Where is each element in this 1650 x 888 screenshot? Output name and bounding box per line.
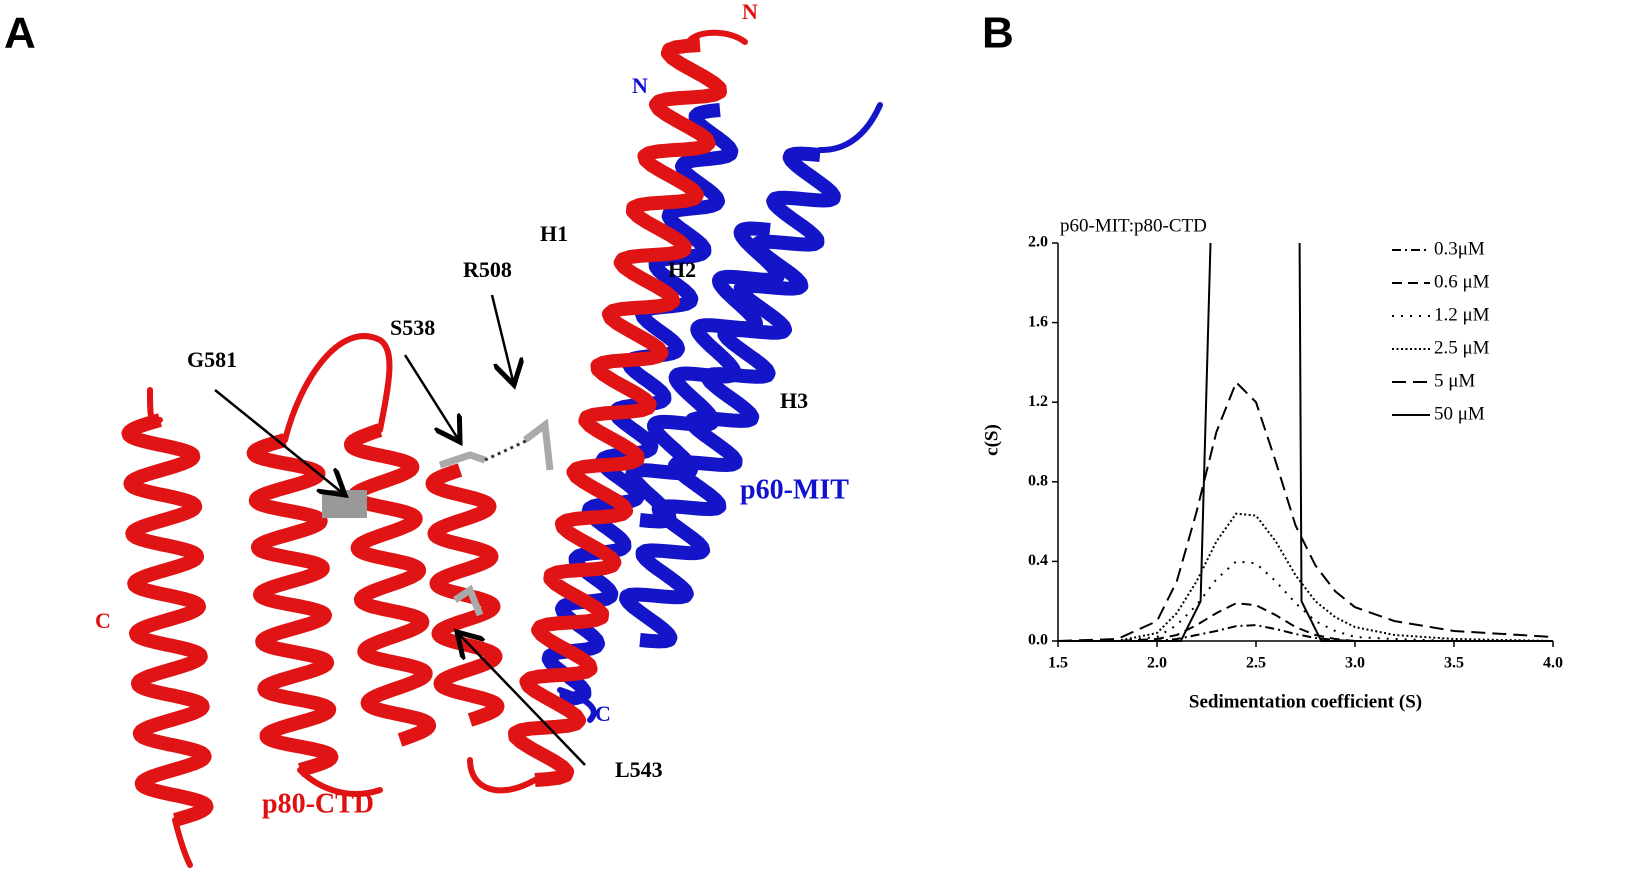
y-tick-label: 0.4 — [1028, 552, 1048, 569]
helix-label: H2 — [668, 257, 696, 282]
loop — [297, 767, 383, 797]
legend-label: 50 μM — [1434, 403, 1485, 424]
protein-label: p80-CTD — [262, 788, 374, 819]
residue-label: R508 — [463, 257, 512, 282]
helix-label: H3 — [780, 388, 808, 413]
helix — [246, 433, 339, 777]
panel-label: B — [982, 9, 1014, 58]
helix — [625, 221, 785, 529]
helix — [343, 423, 437, 747]
arrow — [490, 294, 514, 385]
plot-area — [1058, 243, 1554, 642]
y-tick-label: 1.6 — [1028, 313, 1048, 330]
loop — [687, 29, 748, 45]
protein-structure — [121, 29, 883, 868]
residue-label: G581 — [187, 347, 237, 372]
series-line — [1058, 243, 1553, 642]
series-line — [1058, 512, 1554, 642]
x-tick-label: 2.0 — [1147, 655, 1167, 672]
terminus-label: N — [632, 73, 648, 98]
residue-label: S538 — [390, 315, 435, 340]
h-bond — [484, 438, 529, 462]
arrow — [457, 632, 586, 766]
panel-label: A — [4, 9, 36, 58]
helix-label: H1 — [540, 221, 568, 246]
loop — [282, 333, 393, 443]
loop — [817, 102, 883, 153]
series-line — [1058, 602, 1553, 642]
legend-label: 0.6 μM — [1434, 271, 1490, 292]
loop — [147, 387, 163, 423]
side-chain — [438, 418, 554, 617]
legend-label: 1.2 μM — [1434, 304, 1490, 325]
terminus-label: C — [95, 608, 111, 633]
chart: 1.5 2.0 2.5 3.0 3.5 4.0 0.0 0.4 0.8 1.2 1.6 2.0 Sedi… — [981, 215, 1563, 712]
loop — [467, 757, 538, 794]
residue-label: L543 — [615, 757, 663, 782]
legend-label: 5 μM — [1434, 370, 1475, 391]
x-tick-label: 4.0 — [1543, 655, 1563, 672]
loop — [557, 687, 597, 723]
x-axis-label: Sedimentation coefficient (S) — [1189, 691, 1422, 712]
protein-label: p60-MIT — [740, 474, 849, 505]
x-tick-label: 1.5 — [1048, 655, 1068, 672]
x-tick-label: 3.0 — [1345, 655, 1365, 672]
y-tick-label: 1.2 — [1028, 393, 1048, 410]
x-tick-label: 3.5 — [1444, 655, 1464, 672]
legend-label: 2.5 μM — [1434, 337, 1490, 358]
chart-title: p60-MIT:p80-CTD — [1060, 215, 1207, 236]
series-line — [1058, 380, 1554, 642]
x-tick-label: 2.5 — [1246, 655, 1266, 672]
y-tick-label: 0.8 — [1028, 472, 1048, 489]
loop — [172, 817, 193, 868]
y-tick-label: 2.0 — [1028, 234, 1048, 251]
arrow — [214, 389, 345, 495]
y-tick-label: 0.0 — [1028, 632, 1048, 649]
series-line — [1058, 560, 1553, 642]
y-axis-label: c(S) — [981, 424, 1002, 456]
helix — [619, 146, 841, 649]
arrows — [214, 294, 586, 766]
helix — [121, 413, 214, 827]
legend-label: 0.3μM — [1434, 238, 1485, 259]
helix — [508, 38, 727, 787]
arrow — [403, 354, 460, 442]
terminus-label: N — [742, 0, 758, 24]
terminus-label: C — [595, 701, 611, 726]
